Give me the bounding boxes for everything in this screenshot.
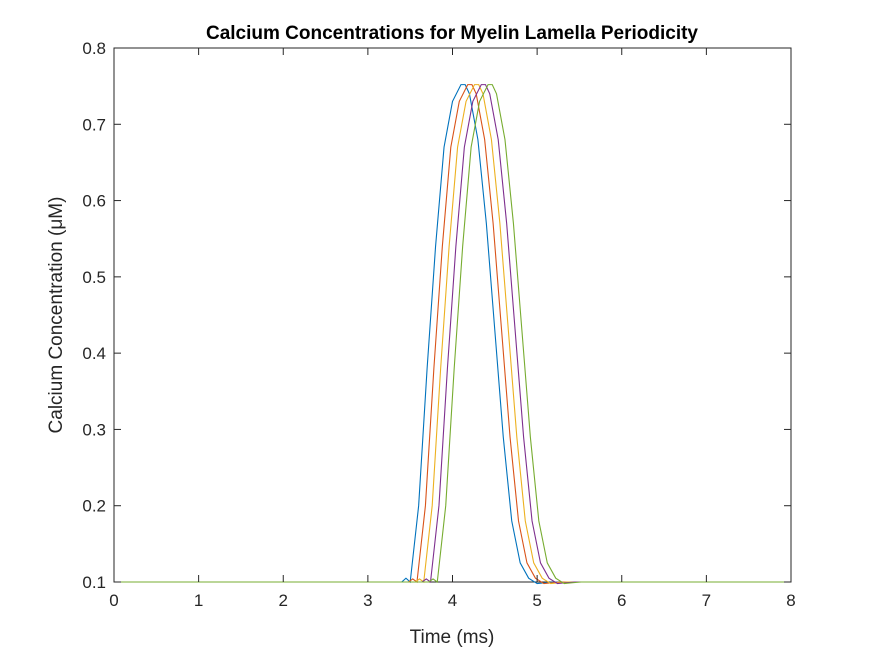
y-tick-label: 0.4 <box>82 344 106 363</box>
y-tick-label: 0.2 <box>82 497 106 516</box>
y-tick-label: 0.7 <box>82 115 106 134</box>
x-tick-label: 1 <box>194 591 203 610</box>
x-tick-label: 0 <box>109 591 118 610</box>
series-line-4 <box>114 84 791 585</box>
x-tick-label: 7 <box>702 591 711 610</box>
x-tick-label: 3 <box>363 591 372 610</box>
y-tick-label: 0.5 <box>82 268 106 287</box>
x-tick-label: 4 <box>448 591 457 610</box>
chart-title: Calcium Concentrations for Myelin Lamell… <box>206 23 698 44</box>
x-tick-label: 2 <box>279 591 288 610</box>
x-axis-title: Time (ms) <box>410 627 495 648</box>
y-tick-label: 0.6 <box>82 192 106 211</box>
y-tick-label: 0.8 <box>82 39 106 58</box>
x-axis: 0 1 2 3 4 5 6 7 8 <box>109 48 796 610</box>
series-line-5 <box>114 84 791 585</box>
y-axis: 0.1 0.2 0.3 0.4 0.5 0.6 0.7 0.8 <box>82 39 791 592</box>
y-tick-label: 0.3 <box>82 420 106 439</box>
x-tick-label: 6 <box>617 591 626 610</box>
y-tick-label: 0.1 <box>82 573 106 592</box>
x-tick-label: 8 <box>786 591 795 610</box>
x-tick-label: 5 <box>532 591 541 610</box>
series-group <box>114 84 791 585</box>
y-axis-title: Calcium Concentration (μM) <box>46 197 67 434</box>
plot-area <box>113 47 792 583</box>
